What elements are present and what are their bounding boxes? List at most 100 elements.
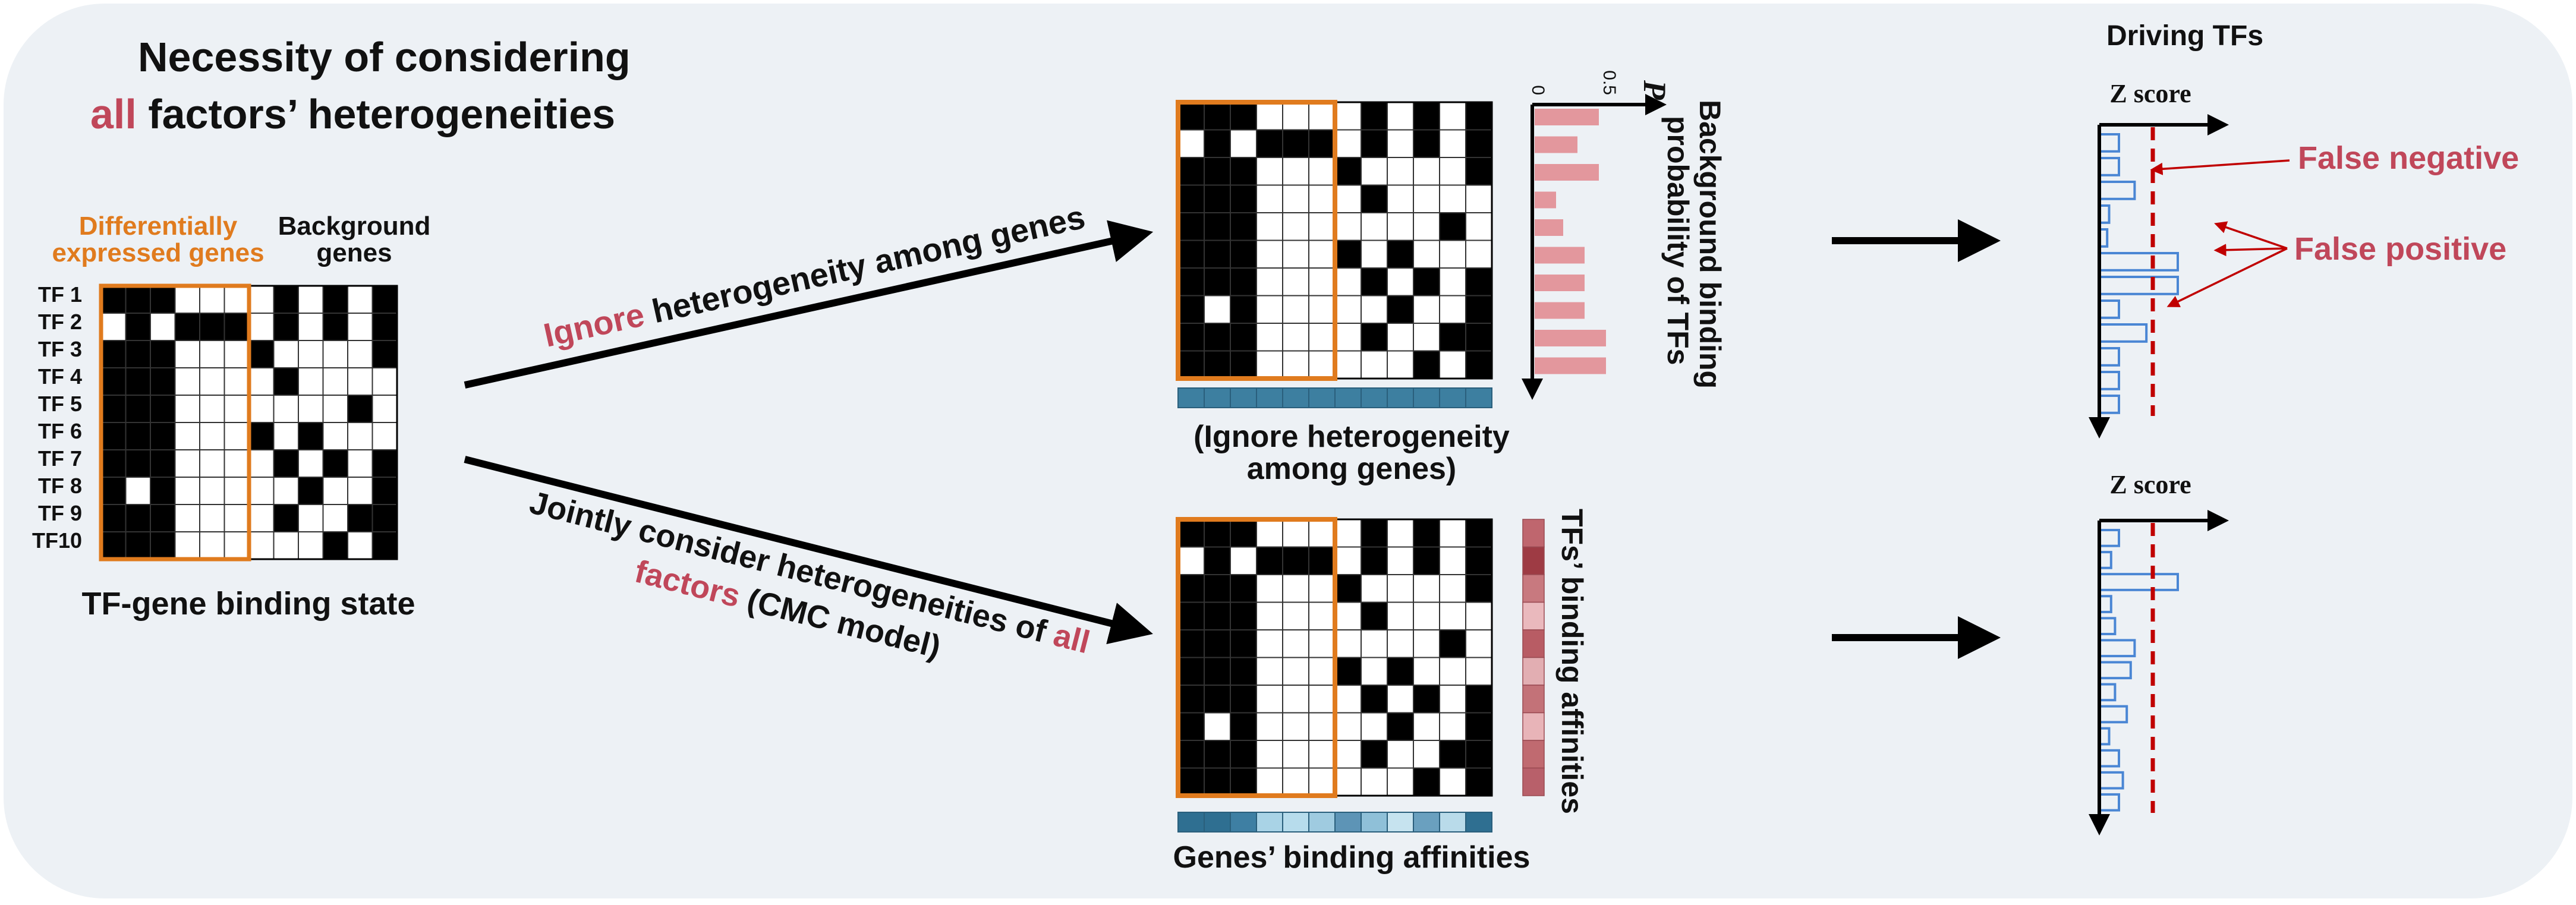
matrix-cell [1361,184,1388,213]
matrix-cell [371,395,398,423]
matrix-cell [1465,212,1492,241]
matrix-cell [1204,267,1231,297]
matrix-cell [174,477,200,505]
matrix-cell [1204,657,1231,686]
matrix-cell [223,477,250,505]
tf-affinity-cell [1522,767,1545,796]
matrix-cell [1465,129,1492,158]
de-genes-box [1176,100,1337,381]
matrix-cell [1230,712,1257,741]
matrix-cell [248,285,275,314]
matrix-cell [298,395,324,423]
matrix-cell [223,531,250,560]
matrix-cell [1387,184,1414,213]
matrix-cell [1282,767,1309,796]
matrix-cell [1204,184,1231,213]
gene-affinity-cell [1230,812,1257,833]
matrix-cell [1361,212,1388,241]
prob-tick-0: 0 [1528,85,1548,95]
matrix-cell [125,313,151,341]
matrix-cell [1413,184,1440,213]
matrix-cell [1334,239,1362,269]
matrix-cell [1308,601,1336,630]
matrix-cell [100,531,127,560]
matrix-cell [1204,685,1231,714]
gene-affinity-cell [1282,387,1309,408]
tf-affinity-label: TFs’ binding affinities [1555,509,1589,814]
matrix-cell [1413,601,1440,630]
gene-affinity-cell [1230,387,1257,408]
matrix-cell [1256,740,1283,769]
matrix-cell [1282,267,1309,297]
matrix-cell [248,395,275,423]
matrix-cell [347,367,373,396]
matrix-cell [1361,657,1388,686]
matrix-cell [223,313,250,341]
matrix-cell [100,449,127,478]
matrix-cell [100,395,127,423]
bottom-caption: Genes’ binding affinities [1173,840,1531,875]
matrix-cell [1439,350,1466,379]
probability-bar [1535,330,1606,346]
gene-affinity-cell [1413,387,1440,408]
tf-affinity-cell [1522,657,1545,686]
matrix-cell [1256,712,1283,741]
matrix-cell [1465,519,1492,548]
matrix-cell [248,477,275,505]
matrix-cell [1308,267,1336,297]
matrix-cell [1308,629,1336,658]
matrix-cell [1177,657,1205,686]
matrix-cell [1439,546,1466,575]
matrix-cell [174,531,200,560]
left-binding-matrix [99,283,398,562]
matrix-cell [1282,685,1309,714]
matrix-cell [1465,685,1492,714]
gene-affinity-cell [1334,387,1362,408]
matrix-cell [125,531,151,560]
matrix-cell [1204,629,1231,658]
matrix-cell [1204,239,1231,269]
gene-affinity-cell [1387,387,1414,408]
matrix-cell [1308,657,1336,686]
matrix-cell [1439,212,1466,241]
false-positive-label: False positive [2294,231,2506,267]
matrix-cell [1334,657,1362,686]
matrix-cell [1204,740,1231,769]
matrix-cell [199,531,225,560]
matrix-cell [1439,767,1466,796]
matrix-cell [1334,601,1362,630]
matrix-cell [273,504,299,532]
matrix-cell [347,395,373,423]
matrix-cell [1308,519,1336,548]
matrix-cell [1282,184,1309,213]
matrix-cell [1361,350,1388,379]
left-matrix-caption: TF-gene binding state [82,586,415,622]
matrix-cell [1439,519,1466,548]
matrix-cell [322,367,348,396]
matrix-cell [1204,546,1231,575]
matrix-cell [125,477,151,505]
matrix-cell [1230,629,1257,658]
matrix-cell [223,504,250,532]
gene-affinity-cell [1204,812,1231,833]
matrix-cell [199,504,225,532]
title-line1: Necessity of considering [138,34,631,80]
matrix-cell [1204,129,1231,158]
matrix-cell [1465,601,1492,630]
matrix-cell [1413,129,1440,158]
matrix-cell [1230,767,1257,796]
matrix-cell [1177,740,1205,769]
matrix-cell [298,285,324,314]
matrix-cell [371,504,398,532]
matrix-cell [1465,323,1492,352]
matrix-cell [1361,323,1388,352]
arrow-to-bottom [464,456,1153,645]
matrix-cell [371,285,398,314]
matrix-cell [1439,184,1466,213]
matrix-cell [1177,212,1205,241]
matrix-cell [125,285,151,314]
matrix-cell [1308,574,1336,603]
matrix-cell [248,449,275,478]
matrix-cell [223,422,250,450]
